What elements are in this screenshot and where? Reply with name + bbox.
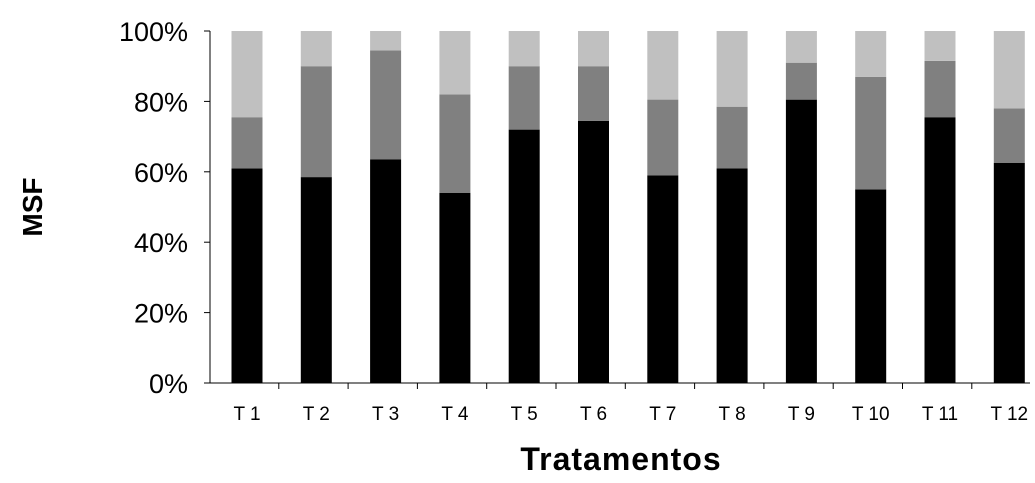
bar-segment <box>716 106 748 169</box>
y-tick-label: 40% <box>134 228 188 258</box>
bar-segment <box>300 177 332 383</box>
bar-segment <box>785 99 817 383</box>
bar-segment <box>508 129 540 383</box>
bar-segment <box>508 31 540 67</box>
x-axis-title: Tratamentos <box>520 441 721 477</box>
y-tick-label: 60% <box>134 158 188 188</box>
y-axis-ticks: 0% 20% 40% 60% 80% 100% <box>119 17 210 399</box>
y-tick-label: 20% <box>134 299 188 329</box>
bar-segment <box>647 175 679 383</box>
bar-segment <box>647 99 679 176</box>
bar-segment <box>716 31 748 107</box>
x-tick-label: T 9 <box>788 404 815 425</box>
bar-segment <box>300 31 332 67</box>
x-tick-label: T 8 <box>719 404 746 425</box>
y-axis-title: MSF <box>17 177 48 236</box>
x-tick-label: T 12 <box>990 404 1028 425</box>
y-tick-label: 80% <box>134 87 188 117</box>
bar-segment <box>370 50 402 160</box>
bar-segment <box>439 192 471 383</box>
bar-segment <box>993 163 1025 383</box>
x-tick-label: T 10 <box>852 404 890 425</box>
x-tick-label: T 1 <box>233 404 260 425</box>
bar-segment <box>231 117 263 169</box>
bar-segment <box>578 66 609 121</box>
y-tick-label: 0% <box>149 369 188 399</box>
x-tick-label: T 6 <box>580 404 607 425</box>
bar-segment <box>370 31 402 51</box>
bar-segment <box>855 76 887 190</box>
bar-segment <box>785 62 817 100</box>
bar-segment <box>785 31 817 63</box>
bar-segment <box>855 189 887 383</box>
bar-segment <box>924 31 956 61</box>
bar-segment <box>439 31 471 95</box>
plot-area <box>231 31 1025 384</box>
bar-segment <box>231 168 263 383</box>
bar-segment <box>716 168 748 383</box>
x-tick-label: T 7 <box>649 404 676 425</box>
bar-segment <box>439 94 471 193</box>
x-tick-label: T 4 <box>441 404 469 425</box>
x-axis-ticks: T 1 T 2 T 3 T 4 T 5 T 6 T 7 T 8 T 9 T 10 T 11 T 12 <box>233 383 1028 425</box>
bar-segment <box>231 31 263 118</box>
x-tick-label: T 3 <box>372 404 399 425</box>
x-tick-label: T 5 <box>511 404 538 425</box>
bar-segment <box>647 31 679 100</box>
bar-segment <box>578 120 609 384</box>
bar-segment <box>370 159 402 383</box>
bar-segment <box>993 31 1025 109</box>
bar-segment <box>924 60 956 118</box>
bar-segment <box>578 31 609 67</box>
y-tick-label: 100% <box>119 17 188 47</box>
bar-segment <box>508 66 540 130</box>
x-tick-label: T 2 <box>303 404 330 425</box>
bar-segment <box>924 117 956 383</box>
bar-segment <box>855 31 887 77</box>
x-tick-label: T 11 <box>922 404 958 425</box>
bar-segment <box>300 66 332 178</box>
bar-segment <box>993 108 1025 163</box>
